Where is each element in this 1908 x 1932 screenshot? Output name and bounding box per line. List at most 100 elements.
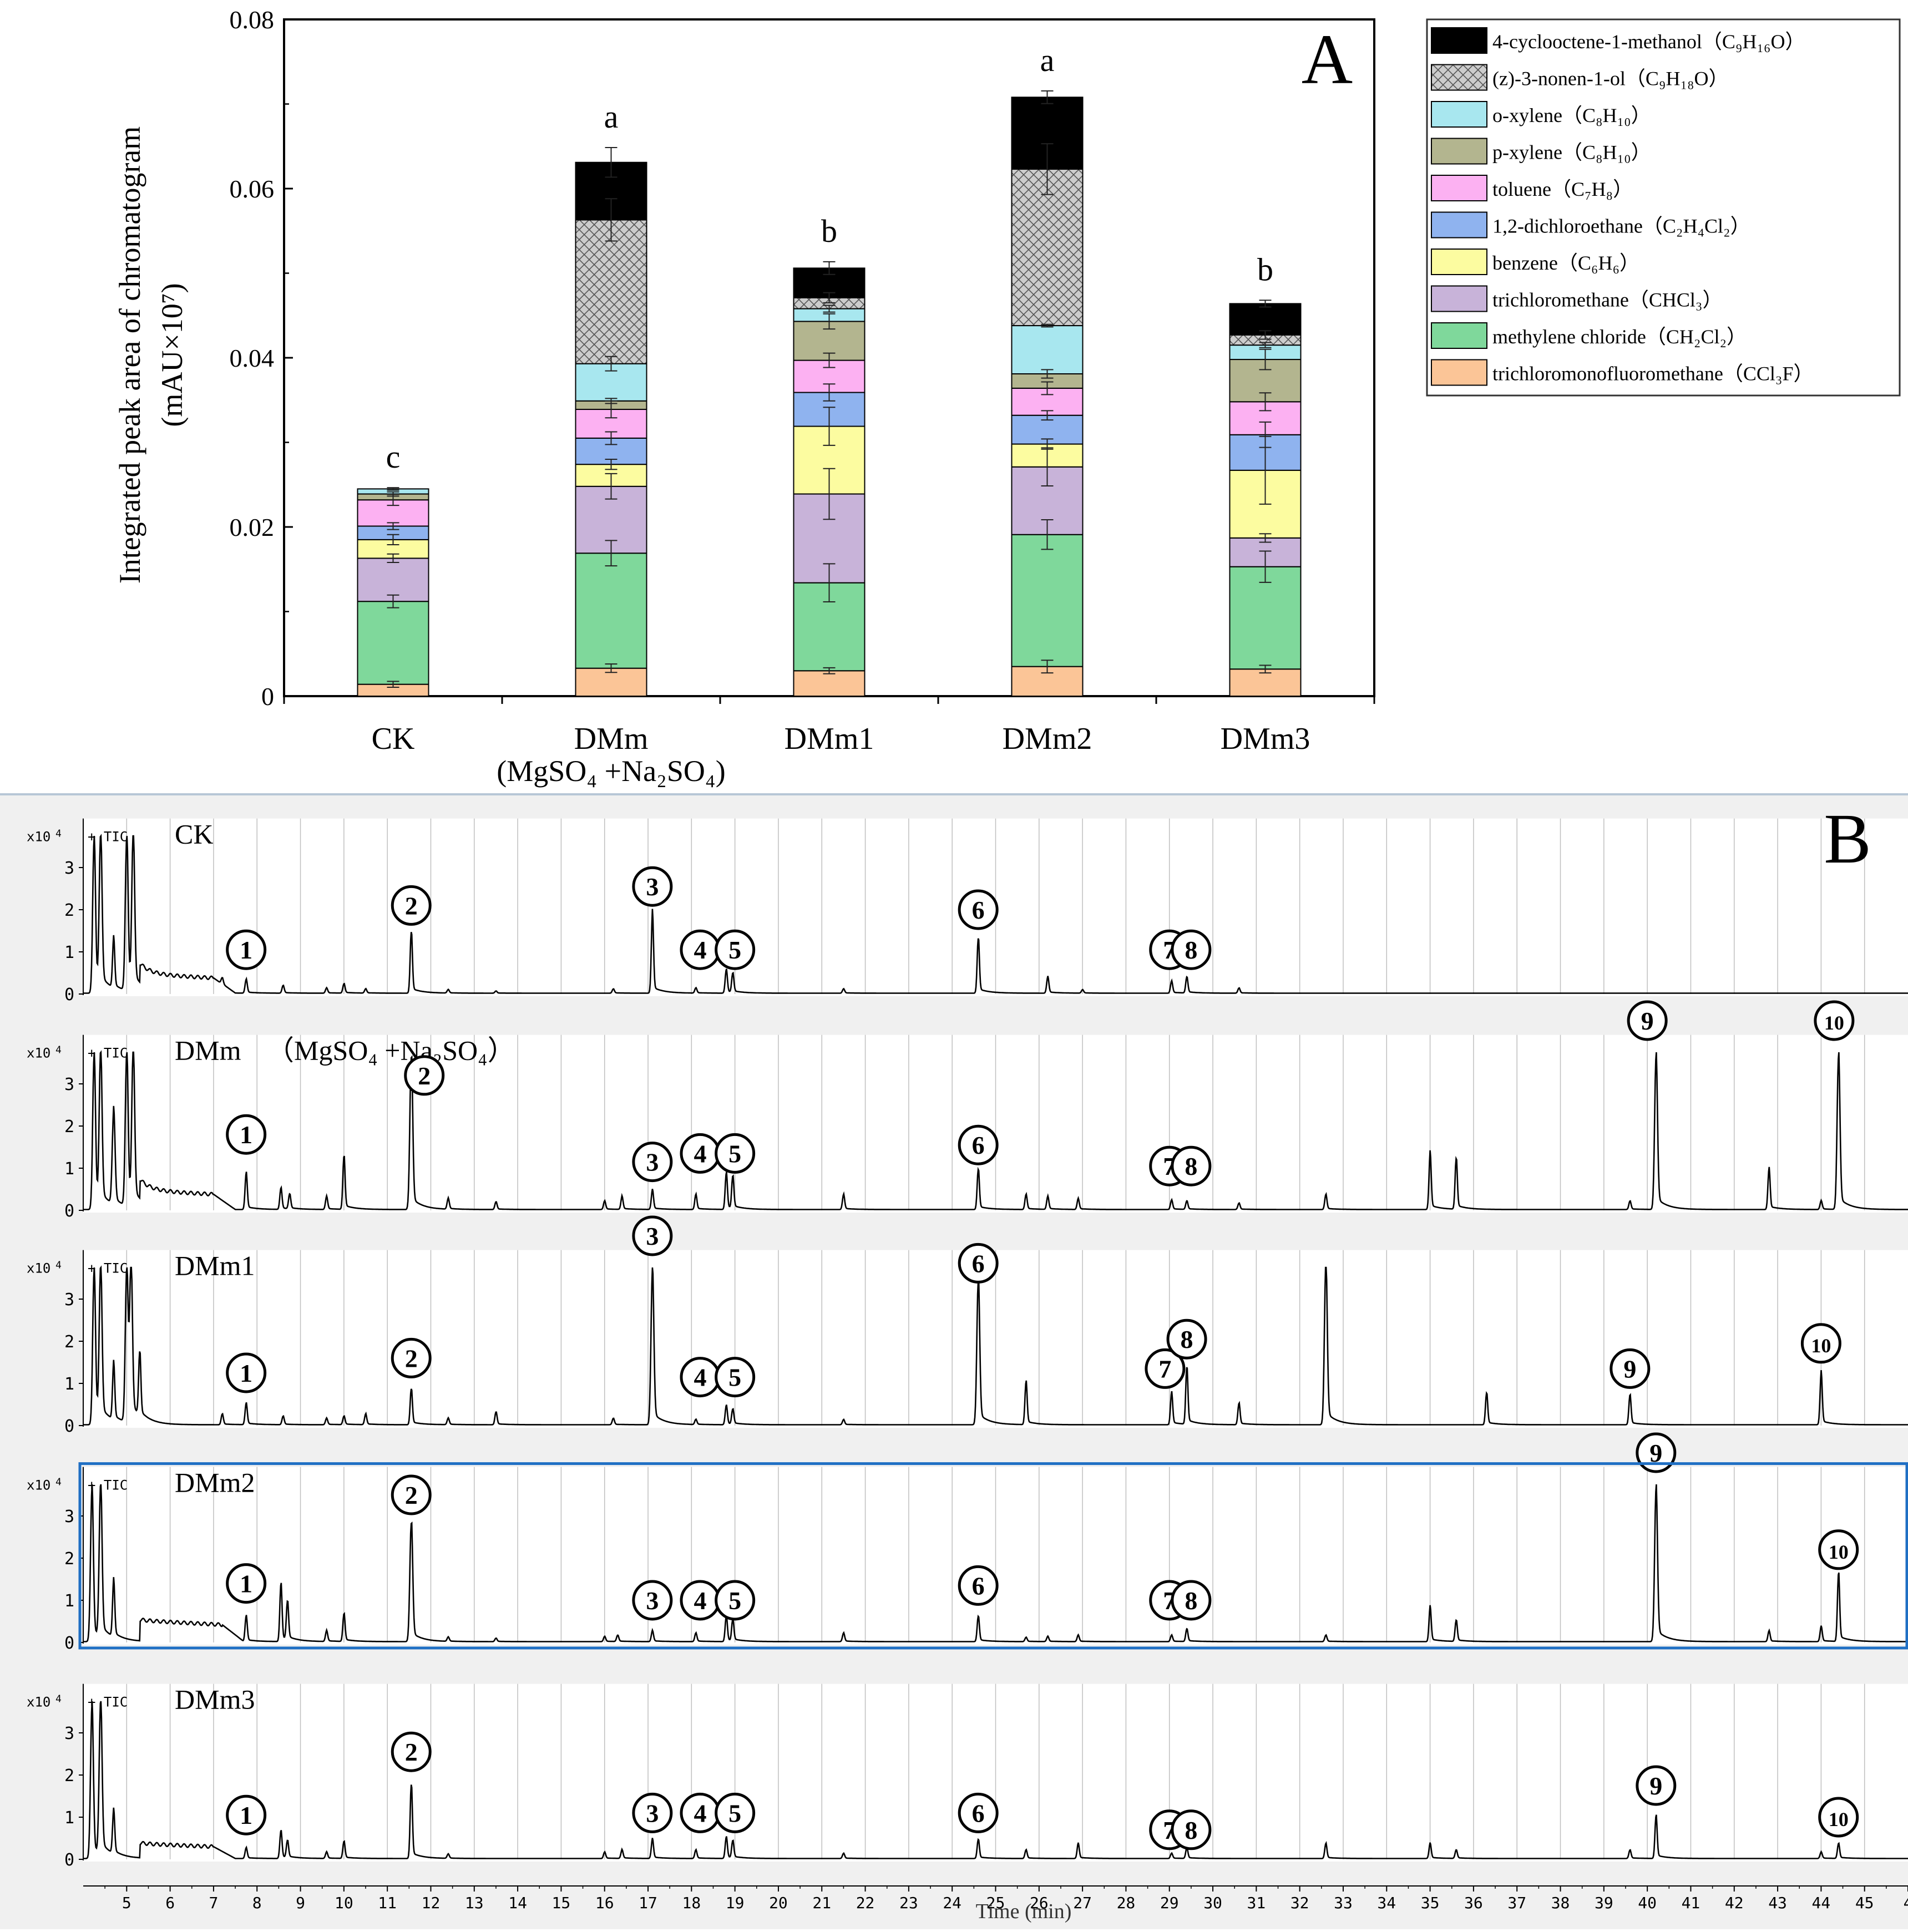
y-tick-label: 1 [64,1159,74,1179]
peak-label-number: 3 [646,1799,659,1827]
x-axis-labels: CK DMm(MgSO₄ +Na₂SO₄) DMm1 DMm2 DMm3 [372,722,1310,788]
peak-label-circle [632,1792,673,1833]
x-tick-label: 29 [1160,1894,1179,1912]
peak-label: 3 [632,1142,673,1183]
trace-label: + TIC [88,1695,128,1710]
x-tick-label: 30 [1203,1894,1222,1912]
tic-trace [83,1265,1908,1426]
y-tick-label: 0 [64,985,74,1005]
trace-label: + TIC [88,1478,128,1493]
peak-label: 9 [1636,1765,1677,1806]
x-tick-label: 12 [422,1894,441,1912]
peak-label: 9 [1610,1348,1651,1389]
y-tick-label: 2 [64,1117,74,1137]
selected-track-frame [78,1462,1908,1650]
y-tick-label: 2 [64,1549,74,1569]
peak-label-circle [1818,1797,1859,1838]
peak-label-circle [1627,1000,1668,1041]
x-tick-label: 41 [1682,1894,1701,1912]
peak-label-circle [632,1580,673,1621]
panel-b-top-line [0,793,1908,795]
error-bars [387,90,1272,688]
y-tick-label: 0 [64,1417,74,1436]
peak-label-circle [1166,1319,1207,1360]
x-tick-label: 39 [1595,1894,1613,1912]
y-axis-title-line1: Integrated peak area of chromatogram [113,126,146,584]
peak-label-circle [391,885,432,926]
peak-label: 4 [680,1792,721,1833]
y-tick-label: 1 [64,943,74,962]
peak-label: 6 [958,889,999,930]
peak-label-number: 10 [1811,1335,1831,1357]
peak-label-number: 6 [972,1799,985,1827]
y-tick-label: 2 [64,1766,74,1786]
peak-label-circle [1171,929,1212,970]
legend-swatch-dichloroethane [1431,211,1487,239]
x-tick-label: 22 [856,1894,875,1912]
peak-label: 1 [226,929,267,970]
x-tick-label: 10 [335,1894,353,1912]
y-tick-label: 0 [261,682,274,711]
x-tick-label: 31 [1247,1894,1266,1912]
bar-segment-trichloromonofluoromethane [1229,668,1302,697]
x-tick-label: 37 [1507,1894,1526,1912]
legend-label-benzene: benzene（C₆H₆） [1492,252,1639,274]
peak-label-number: 5 [728,1799,741,1827]
peak-label-circle [404,1055,445,1096]
x-tick-label: 40 [1638,1894,1657,1912]
peak-label-circle [1610,1348,1651,1389]
peak-label: 6 [958,1565,999,1606]
legend-swatch-nonenol [1431,64,1487,91]
sample-name: DMm3 [175,1684,255,1715]
x-tick-label: 26 [1030,1894,1049,1912]
peak-label: 5 [715,1357,756,1398]
legend-swatch-trichloromonofluoromethane [1431,359,1487,386]
peak-label-number: 8 [1185,1586,1197,1615]
peak-label-number: 8 [1185,936,1197,964]
y-axis-title-line2: (mAU×10⁷) [155,283,189,427]
peak-label: 2 [404,1055,445,1096]
peak-label-circle [632,866,673,907]
peak-label-circle [1171,1809,1212,1850]
peak-label: 5 [715,929,756,970]
peak-label-number: 1 [240,1120,252,1149]
x-tick-label: 18 [682,1894,701,1912]
x-tick-label: 24 [943,1894,961,1912]
peak-label-circle [715,1133,756,1174]
peak-label-circle [226,1352,267,1393]
peak-label-number: 2 [405,891,418,920]
bar-segment-o_xylene [1011,325,1084,374]
peak-label: 3 [632,1792,673,1833]
peak-label: 7 [1145,1348,1186,1389]
legend-label-dichloroethane: 1,2-dichloroethane（C₂H₄Cl₂） [1492,215,1750,237]
time-axis: 5 6 7 8 9 10 11 12 13 14 15 16 17 18 19 20 21 22 23 24 25 26 2… [83,1885,1908,1912]
category-sublabel: (MgSO₄ +Na₂SO₄) [497,754,725,788]
x-tick-label: 20 [769,1894,788,1912]
peak-label: 10 [1800,1323,1841,1364]
peak-label-circle [226,1563,267,1604]
peak-label: 4 [680,1133,721,1174]
legend-swatch-cyclooctene [1431,27,1487,54]
y-tick-label: 0 [64,1201,74,1221]
peak-label-circle [715,1580,756,1621]
peak-label-number: 2 [405,1481,418,1509]
peak-label: 4 [680,1357,721,1398]
peak-label-circle [958,1243,999,1284]
y-tick-label: 3 [64,1507,74,1527]
peak-label: 5 [715,1580,756,1621]
x-tick-label: 35 [1421,1894,1440,1912]
x-tick-label: 32 [1290,1894,1309,1912]
x-tick-label: 21 [812,1894,831,1912]
peak-label: 9 [1627,1000,1668,1041]
axis-exponent-label: x10 [27,1695,50,1710]
peak-label: 1 [226,1114,267,1155]
legend-label-methylene_chloride: methylene chloride（CH₂Cl₂） [1492,326,1747,348]
y-tick-label: 0 [64,1850,74,1870]
axis-exponent: 4 [55,1044,62,1056]
panel-a-label: A [1302,20,1353,99]
significance-letter: b [1257,251,1273,287]
peak-label-number: 3 [646,873,659,901]
y-tick-label: 0.06 [230,175,275,203]
